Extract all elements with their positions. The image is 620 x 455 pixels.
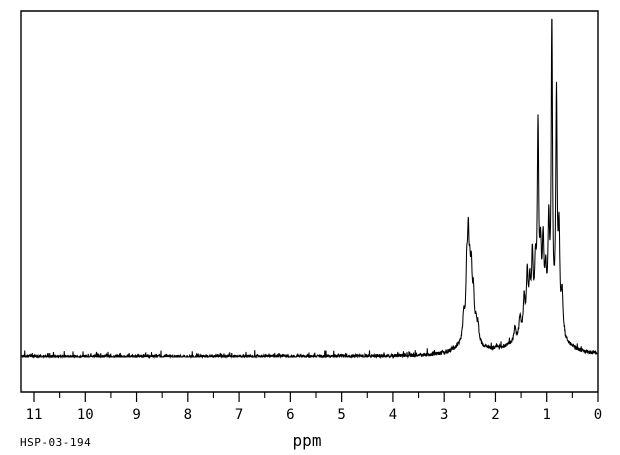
x-axis-tick-label: 10 — [77, 407, 94, 423]
x-axis-major-ticks — [33, 392, 599, 402]
x-axis-tick-label: 11 — [26, 407, 43, 423]
sample-code-label: HSP-03-194 — [20, 436, 91, 449]
x-axis-tick-label: 4 — [389, 407, 397, 423]
x-axis-title: ppm — [293, 431, 322, 450]
x-axis-tick-label: 3 — [440, 407, 448, 423]
spectrum-trace — [21, 18, 598, 360]
x-axis-tick-label: 7 — [235, 407, 243, 423]
x-axis-tick-label: 9 — [132, 407, 140, 423]
x-axis-tick-label: 6 — [286, 407, 294, 423]
x-axis-tick-label: 2 — [491, 407, 499, 423]
x-axis-tick-label: 8 — [184, 407, 192, 423]
x-axis-tick-labels: 11 10 9 8 7 6 5 4 3 2 1 0 — [26, 407, 603, 423]
x-axis-tick-label: 5 — [337, 407, 345, 423]
x-axis-tick-label: 1 — [543, 407, 551, 423]
x-axis-tick-label: 0 — [594, 407, 602, 423]
x-axis-minor-ticks — [59, 392, 573, 398]
